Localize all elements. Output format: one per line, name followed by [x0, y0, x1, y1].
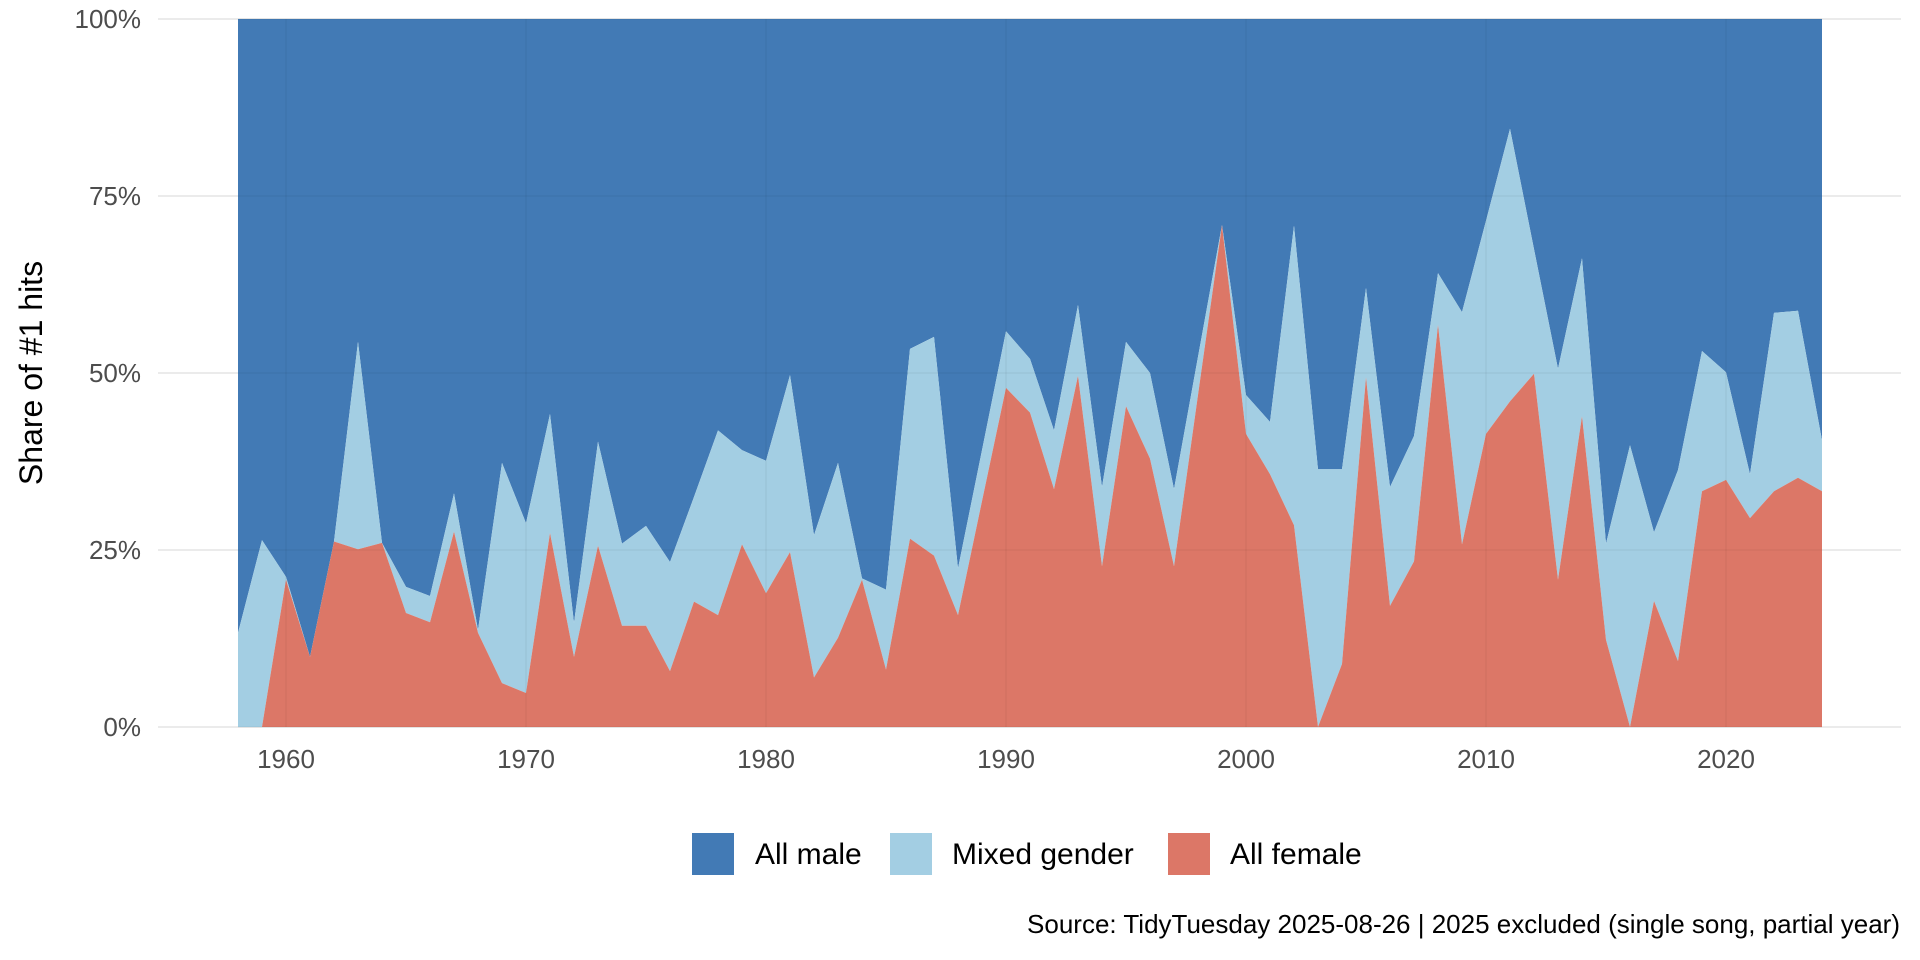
y-axis-title: Share of #1 hits [13, 261, 49, 485]
x-tick-label: 1970 [497, 744, 555, 774]
x-tick-label: 1960 [257, 744, 315, 774]
x-tick-label: 1990 [977, 744, 1035, 774]
y-axis-ticks: 0% 25% 50% 75% 100% [75, 4, 142, 742]
legend-key-all-male [692, 833, 734, 875]
y-tick-label: 50% [89, 358, 141, 388]
x-axis-ticks: 1960 1970 1980 1990 2000 2010 2020 [257, 744, 1755, 774]
y-tick-label: 100% [75, 4, 142, 34]
legend-key-mixed-gender [890, 833, 932, 875]
x-tick-label: 2020 [1697, 744, 1755, 774]
legend-label-all-male: All male [755, 838, 862, 871]
legend-item-mixed-gender: Mixed gender [890, 833, 1134, 875]
legend-item-all-female: All female [1168, 833, 1362, 875]
legend-label-all-female: All female [1230, 838, 1362, 871]
x-tick-label: 2010 [1457, 744, 1515, 774]
legend: All male Mixed gender All female [692, 833, 1362, 875]
y-tick-label: 25% [89, 535, 141, 565]
area-series-all-male [238, 19, 1822, 657]
plot-areas [238, 19, 1822, 728]
area-series-all-female [238, 225, 1822, 727]
legend-key-all-female [1168, 833, 1210, 875]
legend-label-mixed-gender: Mixed gender [952, 838, 1134, 871]
x-tick-label: 1980 [737, 744, 795, 774]
y-tick-label: 75% [89, 181, 141, 211]
legend-item-all-male: All male [692, 833, 862, 875]
caption-source: Source: TidyTuesday 2025-08-26 | 2025 ex… [1027, 909, 1900, 939]
y-tick-label: 0% [103, 712, 141, 742]
area-series-mixed-gender [238, 128, 1822, 728]
x-tick-label: 2000 [1217, 744, 1275, 774]
